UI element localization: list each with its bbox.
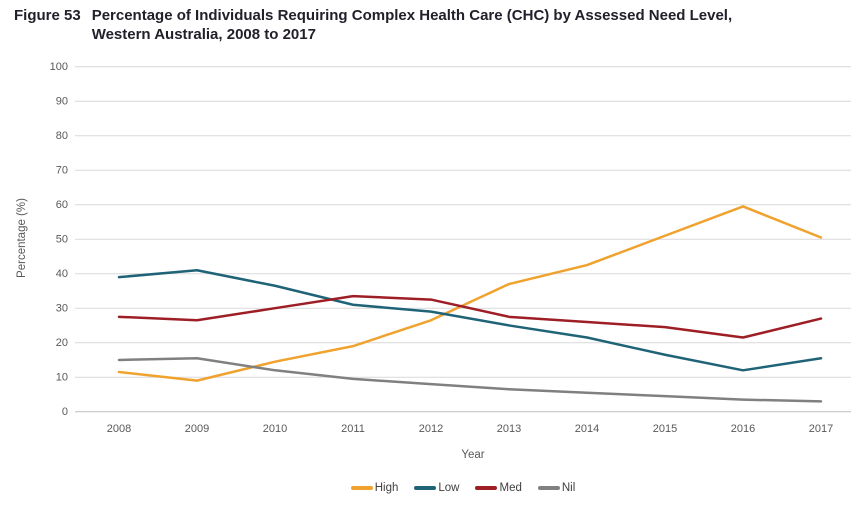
x-tick-label: 2017 — [809, 423, 833, 435]
y-tick-label: 40 — [56, 268, 68, 280]
figure-title-line1: Percentage of Individuals Requiring Comp… — [91, 7, 733, 24]
legend-label: Low — [438, 482, 460, 494]
x-tick-label: 2011 — [341, 423, 365, 435]
chart-legend: High Low Med Nil — [75, 482, 851, 494]
legend-item-low: Low — [414, 482, 459, 494]
y-tick-label: 30 — [56, 303, 68, 315]
legend-item-nil: Nil — [537, 482, 576, 494]
figure-title-line2: Western Australia, 2008 to 2017 — [91, 25, 316, 43]
legend-swatch-low — [414, 486, 437, 490]
legend-swatch-nil — [537, 486, 560, 490]
y-tick-label: 0 — [62, 406, 68, 418]
x-axis-title: Year — [461, 449, 484, 461]
legend-swatch-high — [350, 486, 373, 490]
figure-title-text: Percentage of Individuals Requiring Comp… — [92, 7, 732, 45]
x-tick-label: 2013 — [497, 423, 521, 435]
series-line-med — [117, 294, 823, 339]
legend-item-med: Med — [475, 482, 522, 494]
y-tick-label: 20 — [56, 337, 68, 349]
x-tick-label: 2009 — [185, 423, 209, 435]
x-tick-label: 2008 — [107, 423, 131, 435]
y-tick-label: 50 — [56, 234, 68, 246]
legend-swatch-med — [475, 486, 498, 490]
legend-item-high: High — [350, 482, 399, 494]
figure-number: Figure 53 — [14, 7, 81, 24]
x-tick-label: 2014 — [575, 423, 599, 435]
legend-label: Nil — [561, 482, 576, 494]
series-line-low — [117, 269, 823, 372]
figure-title: Figure 53 Percentage of Individuals Requ… — [14, 7, 732, 45]
y-tick-label: 60 — [56, 199, 68, 211]
y-tick-label: 80 — [56, 130, 68, 142]
series-line-high — [117, 205, 823, 382]
y-tick-label: 100 — [50, 61, 68, 73]
x-tick-label: 2016 — [731, 423, 755, 435]
series-line-nil — [117, 356, 823, 403]
x-tick-label: 2010 — [263, 423, 287, 435]
legend-label: High — [374, 482, 399, 494]
x-tick-label: 2015 — [653, 423, 677, 435]
y-axis-title: Percentage (%) — [16, 198, 28, 278]
y-tick-label: 70 — [56, 165, 68, 177]
y-tick-label: 10 — [56, 372, 68, 384]
legend-label: Med — [499, 482, 522, 494]
x-tick-label: 2012 — [419, 423, 443, 435]
y-tick-label: 90 — [56, 96, 68, 108]
